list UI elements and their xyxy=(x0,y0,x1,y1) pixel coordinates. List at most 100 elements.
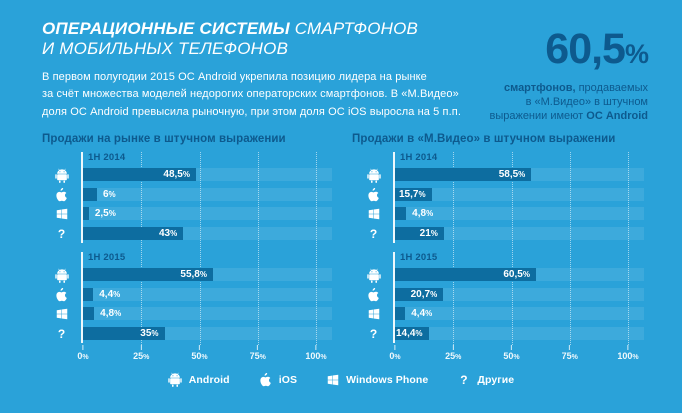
tick-mark xyxy=(569,345,571,350)
chart-plot-area: 1Н 2014 58,5% 15,7% 4,8%? 21% 1Н 2015 60,5… xyxy=(366,152,644,365)
axis-tick-0: 0% xyxy=(77,345,89,361)
bar-value-label: 14,4% xyxy=(395,327,423,339)
bar-row-android: 55,8% xyxy=(54,265,332,285)
axis-tick-75: 75% xyxy=(250,345,266,361)
row-icon-wrap xyxy=(53,287,70,303)
apple-icon xyxy=(56,187,67,201)
bar-value-label: 4,8% xyxy=(100,308,122,319)
bar-value-label: 48,5% xyxy=(163,169,190,180)
legend-item-другие: ? Другие xyxy=(456,372,514,387)
group-label: 1Н 2015 xyxy=(88,252,126,263)
gridline-50 xyxy=(511,152,513,345)
windows-icon xyxy=(327,374,338,385)
bar-row-ios: 20,7% xyxy=(368,285,644,305)
bar-track xyxy=(395,287,644,301)
bar-track xyxy=(83,207,332,220)
apple-icon xyxy=(260,372,271,386)
chart-title: Продажи в «М.Видео» в штучном выражении xyxy=(352,133,616,145)
group-1Н-2015: 1Н 2015 60,5% 20,7% 4,4%? 14,4% xyxy=(366,252,644,344)
tick-label: 50% xyxy=(191,351,208,361)
row-icon-wrap xyxy=(53,267,70,283)
page-title: ОПЕРАЦИОННЫЕ СИСТЕМЫ СМАРТФОНОВ И МОБИЛЬ… xyxy=(42,19,418,59)
group-1Н-2014: 1Н 2014 58,5% 15,7% 4,8%? 21% xyxy=(366,152,644,243)
bar-row-others: ? 14,4% xyxy=(370,324,644,344)
legend-label: Другие xyxy=(477,373,515,386)
bar-track xyxy=(395,326,644,340)
chart-mvideo-sales: Продажи в «М.Видео» в штучном выражении 1… xyxy=(352,133,652,365)
question-icon: ? xyxy=(369,326,378,341)
axis-tick-25: 25% xyxy=(445,345,461,361)
row-icon-wrap xyxy=(365,287,382,303)
tick-mark xyxy=(452,345,454,350)
bar xyxy=(395,226,444,240)
windows-icon xyxy=(56,208,67,220)
page-title-light: СМАРТФОНОВ xyxy=(289,19,419,38)
tick-mark xyxy=(82,345,84,350)
apple-icon xyxy=(368,187,379,201)
tick-label: 0% xyxy=(389,351,401,361)
bar xyxy=(395,307,406,320)
bar-value-label: 58,5% xyxy=(498,169,526,180)
key-stat-caption-segment: ОС Android xyxy=(586,110,648,122)
group-label: 1Н 2014 xyxy=(400,152,438,163)
bar-row-windows-phone: 4,4% xyxy=(368,304,644,324)
bar xyxy=(395,268,536,281)
bar-track xyxy=(395,307,644,320)
bar xyxy=(83,326,165,340)
row-icon-wrap: ? xyxy=(365,326,382,342)
question-icon: ? xyxy=(460,372,468,387)
group-1Н-2014: 1Н 2014 48,5% 6% 2,5%? 43% xyxy=(54,152,332,243)
legend: Android iOS Windows Phone? Другие xyxy=(0,372,682,387)
group-label: 1Н 2015 xyxy=(400,252,438,263)
bar xyxy=(395,187,432,201)
tick-mark xyxy=(315,345,317,350)
axis-tick-50: 50% xyxy=(503,345,520,361)
bar-value-label: 20,7% xyxy=(410,288,438,300)
question-icon: ? xyxy=(57,226,66,241)
row-icon-wrap xyxy=(53,206,70,222)
android-icon xyxy=(54,168,69,183)
bar xyxy=(83,207,89,220)
row-icon-wrap xyxy=(53,306,70,322)
legend-label: Android xyxy=(188,373,230,386)
bar-value-label: 43% xyxy=(158,227,178,239)
windows-icon xyxy=(368,308,379,320)
row-icon-wrap: ? xyxy=(365,226,382,242)
bar xyxy=(83,168,196,181)
axis-tick-100: 100% xyxy=(305,345,327,361)
bar-value-label: 55,8% xyxy=(180,269,207,280)
gridline-100 xyxy=(316,152,317,345)
legend-icon-wrap xyxy=(325,372,340,387)
x-axis: 0% 25% 50% 75% 100% xyxy=(77,345,327,365)
bar-track xyxy=(83,187,332,201)
legend-label: iOS xyxy=(278,373,298,386)
chart-market-sales: Продажи на рынке в штучном выражении 1Н 2… xyxy=(42,133,342,365)
tick-mark xyxy=(627,345,629,350)
bar-value-label: 2,5% xyxy=(94,208,116,219)
bar-track xyxy=(395,207,644,220)
axis-tick-75: 75% xyxy=(562,345,578,361)
android-icon xyxy=(54,268,69,283)
windows-icon xyxy=(56,308,67,320)
tick-label: 100% xyxy=(617,351,639,361)
bar-row-windows-phone: 4,8% xyxy=(368,204,644,224)
bar-row-android: 58,5% xyxy=(366,165,644,185)
tick-mark xyxy=(394,345,396,350)
axis-tick-100: 100% xyxy=(617,345,639,361)
tick-mark xyxy=(199,345,200,350)
bar-track xyxy=(83,307,332,320)
row-icon-wrap xyxy=(365,167,382,183)
row-icon-wrap xyxy=(365,206,382,222)
android-icon xyxy=(366,168,381,183)
page-title-bold: ОПЕРАЦИОННЫЕ СИСТЕМЫ xyxy=(42,19,290,38)
question-icon: ? xyxy=(57,326,66,341)
bar xyxy=(83,226,184,240)
row-icon-wrap xyxy=(365,267,382,283)
tick-label: 100% xyxy=(305,351,327,361)
bar-value-label: 4,8% xyxy=(412,208,434,219)
bar-row-others: ? 35% xyxy=(58,324,332,344)
bar-value-label: 6% xyxy=(102,188,116,200)
android-icon xyxy=(168,372,182,387)
bar-value-label: 60,5% xyxy=(503,269,530,280)
apple-icon xyxy=(368,287,379,301)
